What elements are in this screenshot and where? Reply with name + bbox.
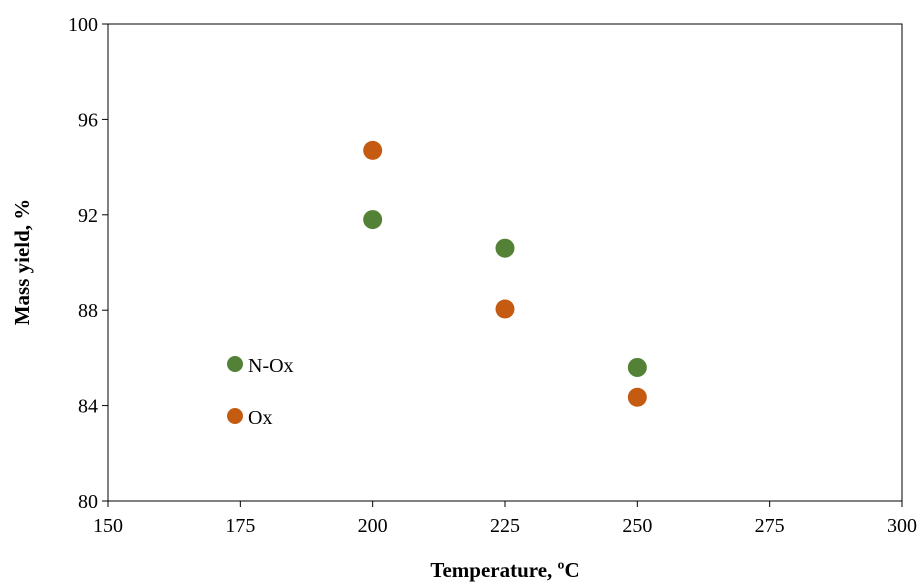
y-tick-label: 92 bbox=[78, 205, 98, 227]
y-tick-label: 100 bbox=[68, 14, 98, 36]
x-tick-label: 225 bbox=[490, 515, 520, 537]
y-tick-label: 80 bbox=[78, 491, 98, 513]
y-tick-label: 96 bbox=[78, 109, 98, 131]
y-tick-label: 88 bbox=[78, 300, 98, 322]
legend-marker-ox bbox=[227, 408, 243, 424]
legend-label-n-ox: N-Ox bbox=[248, 355, 294, 377]
plot-area bbox=[107, 23, 903, 502]
x-tick-label: 200 bbox=[358, 515, 388, 537]
legend-marker-n-ox bbox=[227, 356, 243, 372]
x-tick-label: 250 bbox=[622, 515, 652, 537]
y-axis-title: Mass yield, % bbox=[10, 199, 34, 326]
x-tick-label: 275 bbox=[755, 515, 785, 537]
x-tick-label: 150 bbox=[93, 515, 123, 537]
data-point-ox bbox=[495, 299, 515, 319]
data-points bbox=[363, 140, 647, 407]
data-point-n-ox bbox=[627, 357, 647, 377]
data-point-ox bbox=[363, 140, 383, 160]
x-axis-title: Temperature, ºC bbox=[430, 558, 579, 582]
x-tick-label: 175 bbox=[225, 515, 255, 537]
x-axis: 150 175 200 225 250 275 300 bbox=[93, 501, 917, 537]
data-point-ox bbox=[627, 387, 647, 407]
y-axis: 80 84 88 92 96 100 bbox=[68, 14, 108, 513]
data-point-n-ox bbox=[363, 210, 383, 230]
y-tick-label: 84 bbox=[78, 396, 98, 418]
data-point-n-ox bbox=[495, 238, 515, 258]
legend: N-Ox Ox bbox=[227, 355, 294, 429]
legend-label-ox: Ox bbox=[248, 407, 272, 429]
x-tick-label: 300 bbox=[887, 515, 917, 537]
